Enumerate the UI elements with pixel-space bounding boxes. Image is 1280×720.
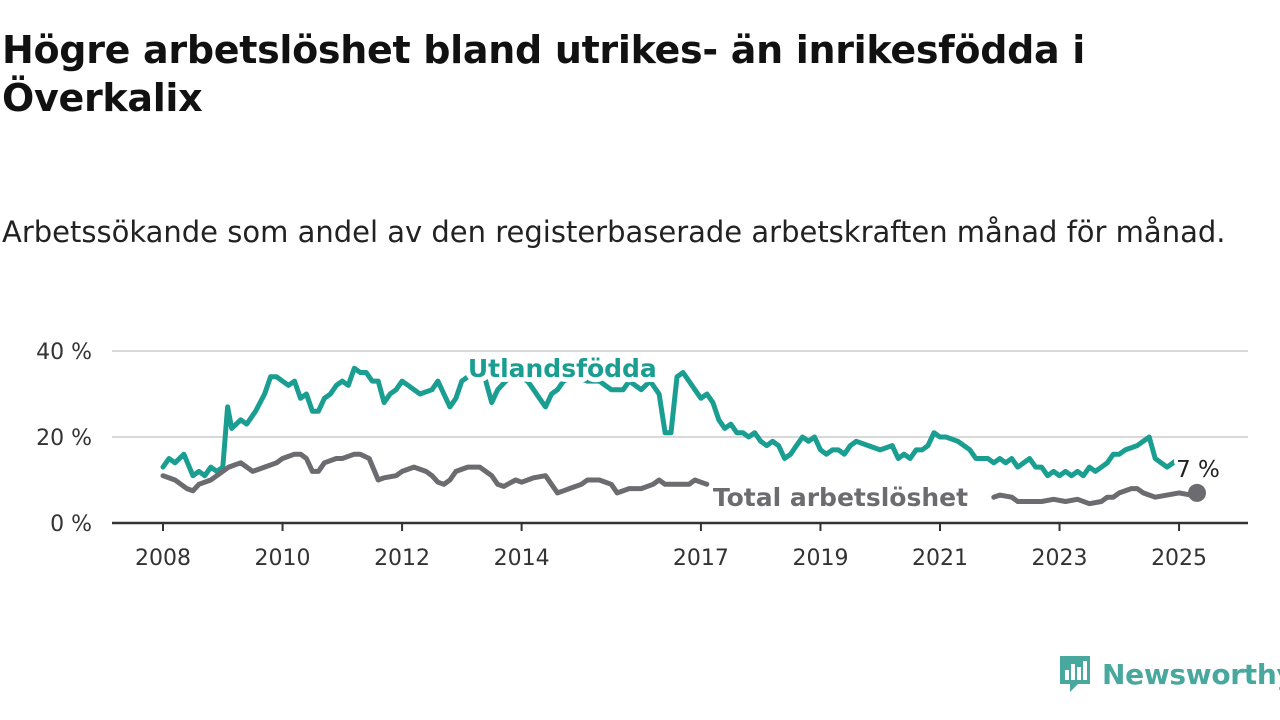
y-tick-label: 0 % xyxy=(50,512,92,537)
chart-subtitle: Arbetssökande som andel av den registerb… xyxy=(2,215,1226,249)
x-tick-label: 2023 xyxy=(1032,546,1088,571)
x-tick-label: 2017 xyxy=(673,546,729,571)
x-tick-label: 2025 xyxy=(1151,546,1207,571)
line-chart: 0 % 20 % 40 % 2008 2010 2012 2014 2017 2019 2021 2… xyxy=(36,340,1248,571)
y-tick-label: 20 % xyxy=(36,426,92,451)
newsworthy-logo[interactable]: Newsworthy xyxy=(1058,654,1280,694)
brand-name: Newsworthy xyxy=(1102,657,1280,691)
series-line-total-segment xyxy=(991,486,1200,507)
grid-lines xyxy=(112,350,1248,438)
end-value-label: 7 % xyxy=(1176,457,1220,483)
series-label-halo: Total arbetslöshet xyxy=(713,483,968,512)
y-tick-label: 40 % xyxy=(36,340,92,365)
x-tick-label: 2021 xyxy=(912,546,968,571)
end-value-label-halo: 7 % xyxy=(1176,457,1220,483)
axes: 0 % 20 % 40 % 2008 2010 2012 2014 2017 2019 2021 2… xyxy=(36,340,1248,571)
newsworthy-logo-icon xyxy=(1060,656,1090,692)
series-label: Utlandsfödda xyxy=(468,354,657,383)
end-point-marker xyxy=(1188,483,1206,502)
series-label: Total arbetslöshet xyxy=(713,483,968,512)
series-line-total-arbetslöshet xyxy=(160,451,710,496)
series-line-utlandsfödda xyxy=(160,365,1182,479)
x-tick-label: 2012 xyxy=(374,546,430,571)
x-tick-label: 2010 xyxy=(255,546,311,571)
series-lines xyxy=(160,365,1200,507)
chart-title: Högre arbetslöshet bland utrikes- än inr… xyxy=(2,28,1085,120)
x-tick-label: 2008 xyxy=(135,546,191,571)
x-tick-label: 2014 xyxy=(494,546,550,571)
series-label-halo: Utlandsfödda xyxy=(468,354,657,383)
x-tick-label: 2019 xyxy=(792,546,848,571)
